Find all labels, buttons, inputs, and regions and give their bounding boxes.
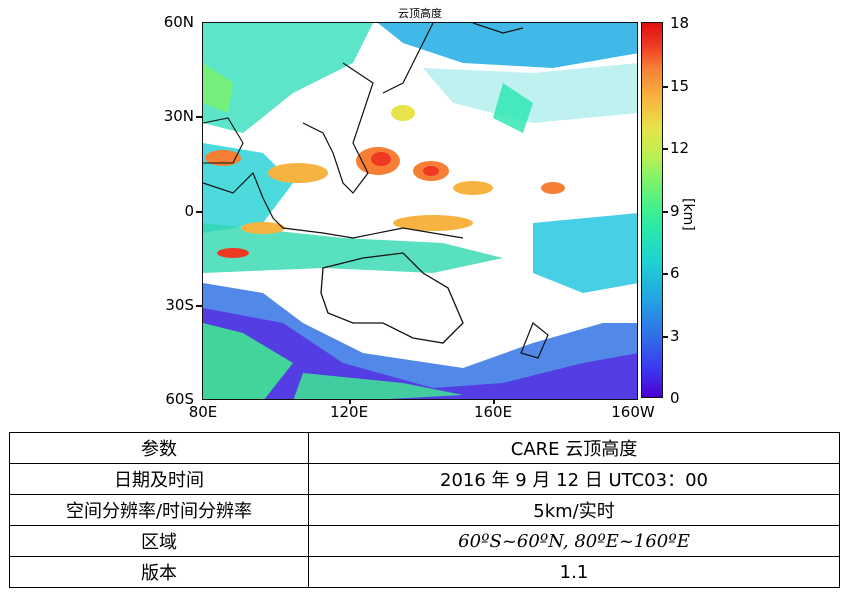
product-info-table: 参数 CARE 云顶高度 日期及时间 2016 年 9 月 12 日 UTC03… <box>9 432 840 588</box>
colorbar-tick-label: 0 <box>670 389 680 407</box>
colorbar-tick-mark <box>663 211 668 213</box>
x-tick-label: 160W <box>611 403 655 421</box>
satellite-map <box>202 22 638 400</box>
y-tick-mark <box>196 305 202 307</box>
table-cell-value: CARE 云顶高度 <box>308 432 840 464</box>
y-tick-label: 60N <box>163 13 194 31</box>
table-cell-value: 60ºS~60ºN, 80ºE~160ºE <box>308 525 840 557</box>
y-tick-label: 60S <box>165 390 194 408</box>
y-tick-label: 30S <box>165 296 194 314</box>
colorbar-unit-label: [km] <box>680 198 696 231</box>
colorbar <box>641 22 663 398</box>
x-tick-mark <box>349 399 351 404</box>
table-cell-key: 日期及时间 <box>9 463 309 495</box>
table-cell-value: 1.1 <box>308 556 840 588</box>
table-cell-value: 2016 年 9 月 12 日 UTC03：00 <box>308 463 840 495</box>
x-tick-label: 160E <box>473 403 513 421</box>
colorbar-tick-mark <box>663 336 668 338</box>
colorbar-tick-label: 9 <box>670 202 680 220</box>
colorbar-tick-label: 12 <box>670 139 690 157</box>
table-cell-key: 版本 <box>9 556 309 588</box>
table-row: 日期及时间 2016 年 9 月 12 日 UTC03：00 <box>9 463 840 495</box>
colorbar-tick-mark <box>663 273 668 275</box>
colorbar-tick-label: 15 <box>670 77 690 95</box>
y-tick-label: 30N <box>163 107 194 125</box>
table-row: 参数 CARE 云顶高度 <box>9 432 840 464</box>
y-tick-label: 0 <box>184 202 194 220</box>
table-row: 空间分辨率/时间分辨率 5km/实时 <box>9 494 840 526</box>
y-tick-mark <box>196 211 202 213</box>
colorbar-tick-label: 3 <box>670 327 680 345</box>
colorbar-tick-mark <box>663 86 668 88</box>
colorbar-tick-mark <box>663 148 668 150</box>
colorbar-tick-label: 18 <box>670 14 690 32</box>
table-row: 版本 1.1 <box>9 556 840 588</box>
y-tick-mark <box>196 116 202 118</box>
colorbar-tick-label: 6 <box>670 264 680 282</box>
cloud-map-image <box>203 23 637 399</box>
table-cell-key: 参数 <box>9 432 309 464</box>
table-cell-key: 空间分辨率/时间分辨率 <box>9 494 309 526</box>
cloud-top-height-figure: 云顶高度 <box>163 7 696 421</box>
table-row: 区域 60ºS~60ºN, 80ºE~160ºE <box>9 525 840 557</box>
x-tick-mark <box>493 399 495 404</box>
table-cell-key: 区域 <box>9 525 309 557</box>
map-title: 云顶高度 <box>398 7 442 20</box>
table-cell-value: 5km/实时 <box>308 494 840 526</box>
x-tick-label: 80E <box>188 403 218 421</box>
x-tick-label: 120E <box>329 403 369 421</box>
